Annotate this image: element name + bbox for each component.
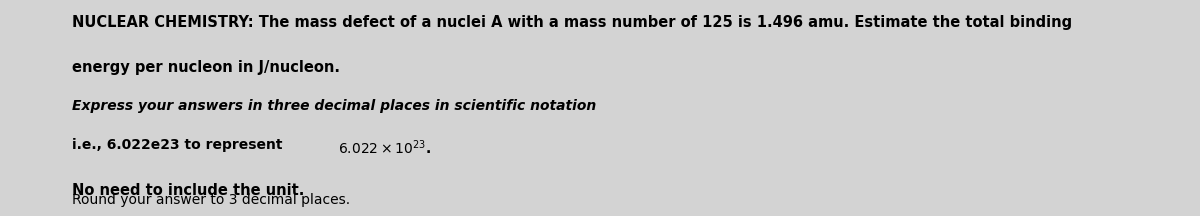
Text: Express your answers in three decimal places in scientific notation: Express your answers in three decimal pl…: [72, 99, 596, 113]
Text: $6.022\times10^{23}$.: $6.022\times10^{23}$.: [338, 138, 432, 157]
Text: No need to include the unit.: No need to include the unit.: [72, 183, 305, 197]
Text: energy per nucleon in J/nucleon.: energy per nucleon in J/nucleon.: [72, 60, 340, 75]
Text: Round your answer to 3 decimal places.: Round your answer to 3 decimal places.: [72, 193, 350, 207]
Text: i.e., 6.022e23 to represent: i.e., 6.022e23 to represent: [72, 138, 287, 152]
Text: NUCLEAR CHEMISTRY: The mass defect of a nuclei A with a mass number of 125 is 1.: NUCLEAR CHEMISTRY: The mass defect of a …: [72, 15, 1072, 30]
